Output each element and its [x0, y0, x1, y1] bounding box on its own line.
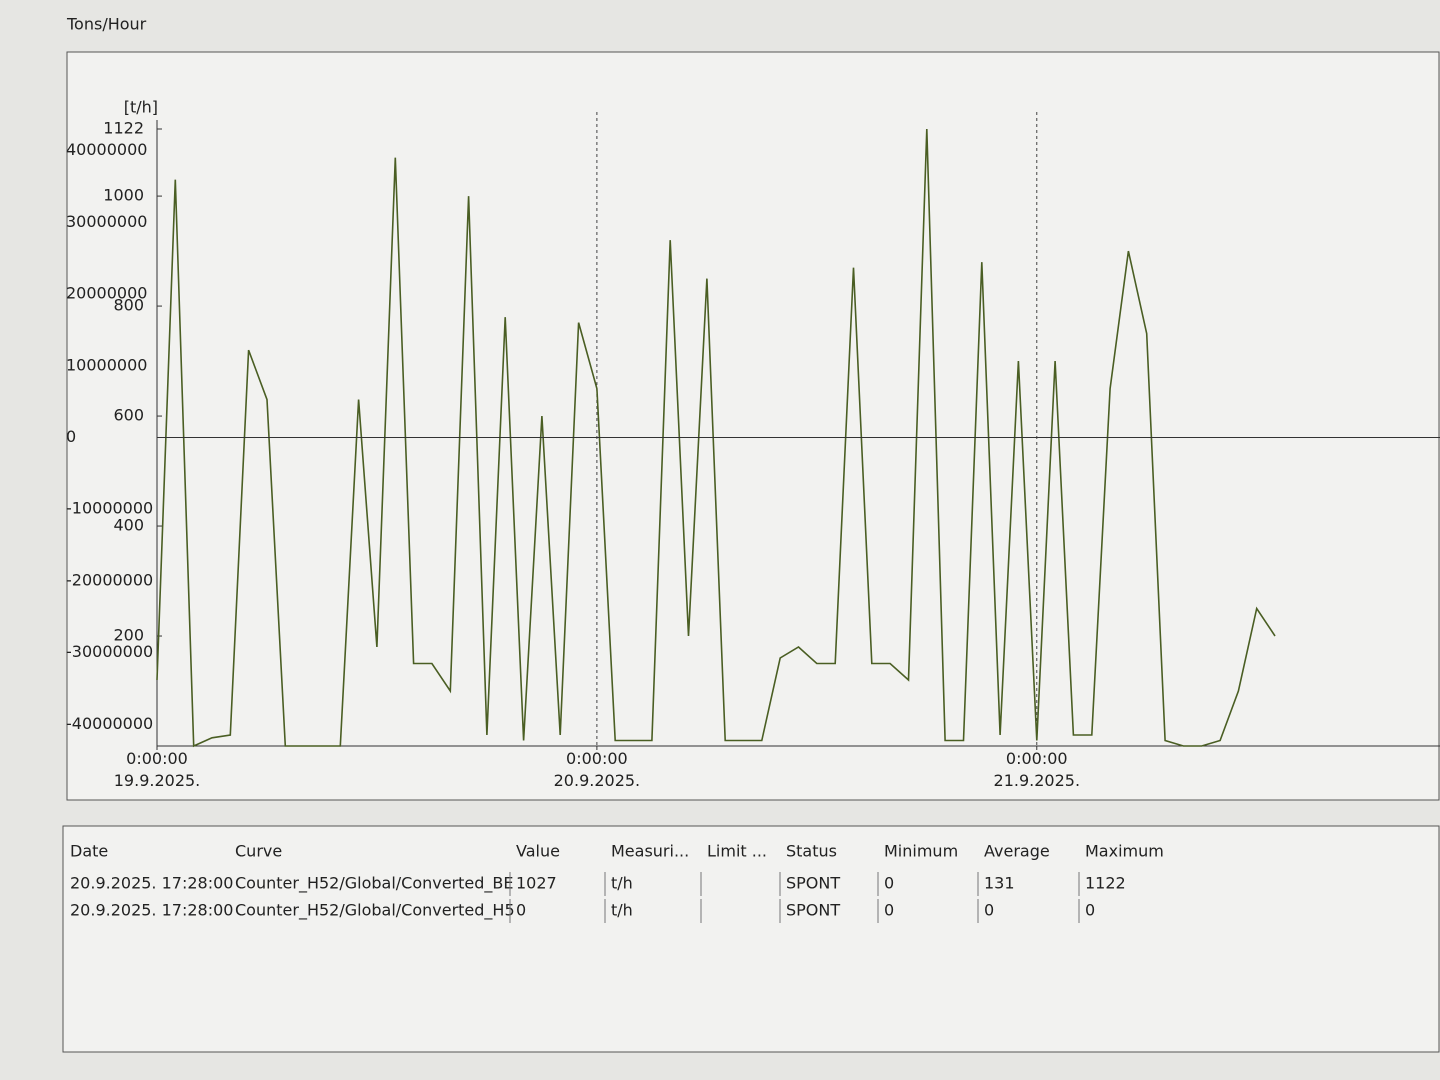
- y-axis-label: [t/h]: [124, 98, 158, 117]
- table-cell: 0: [884, 874, 894, 893]
- y2-tick-label: 0: [66, 427, 76, 446]
- table-cell: Counter_H52/Global/Converted_BE: [235, 874, 514, 894]
- table-header: Maximum: [1085, 842, 1164, 861]
- table-cell: 0: [984, 901, 994, 920]
- table-cell: 0: [516, 901, 526, 920]
- y-tick-label: 200: [113, 626, 144, 645]
- table-cell: t/h: [611, 874, 633, 893]
- table-header: Limit ...: [707, 842, 767, 861]
- table-header: Measuri...: [611, 842, 689, 861]
- table-header: Value: [516, 842, 560, 861]
- table-cell: 0: [884, 901, 894, 920]
- x-tick-label: 0:00:00 20.9.2025.: [553, 749, 641, 790]
- y2-tick-label: -30000000: [66, 642, 153, 661]
- table-cell: SPONT: [786, 874, 840, 893]
- table-frame: [62, 825, 1440, 1053]
- x-tick-label: 0:00:00 19.9.2025.: [113, 749, 201, 790]
- table-cell: 1122: [1085, 874, 1126, 893]
- table-header: Average: [984, 842, 1050, 861]
- table-header: Date: [70, 842, 108, 861]
- table-header: Minimum: [884, 842, 958, 861]
- table-cell: 131: [984, 874, 1015, 893]
- x-tick-label: 0:00:00 21.9.2025.: [993, 749, 1081, 790]
- y-tick-label: 800: [113, 296, 144, 315]
- chart-title: Tons/Hour: [66, 15, 147, 34]
- table-cell: Counter_H52/Global/Converted_H5: [235, 901, 515, 921]
- y-tick-label: 400: [113, 516, 144, 535]
- table-header: Curve: [235, 842, 282, 861]
- table-cell: 0: [1085, 901, 1095, 920]
- y-tick-label: 600: [113, 406, 144, 425]
- y2-tick-label: 30000000: [66, 212, 147, 231]
- y2-tick-label: -20000000: [66, 570, 153, 589]
- table-cell: 20.9.2025. 17:28:00: [70, 901, 233, 920]
- y2-tick-label: 40000000: [66, 140, 147, 159]
- y-tick-label: 1122: [103, 119, 144, 138]
- table-cell: 1027: [516, 874, 557, 893]
- y2-tick-label: -10000000: [66, 499, 153, 518]
- chart-frame: [66, 51, 1440, 801]
- data-line: [156, 128, 1276, 748]
- table-cell: SPONT: [786, 901, 840, 920]
- table-cell: t/h: [611, 901, 633, 920]
- y-tick-label: 1000: [103, 186, 144, 205]
- y2-tick-label: -40000000: [66, 714, 153, 733]
- table-header: Status: [786, 842, 837, 861]
- y2-tick-label: 20000000: [66, 284, 147, 303]
- table-cell: 20.9.2025. 17:28:00: [70, 874, 233, 893]
- y2-tick-label: 10000000: [66, 355, 147, 374]
